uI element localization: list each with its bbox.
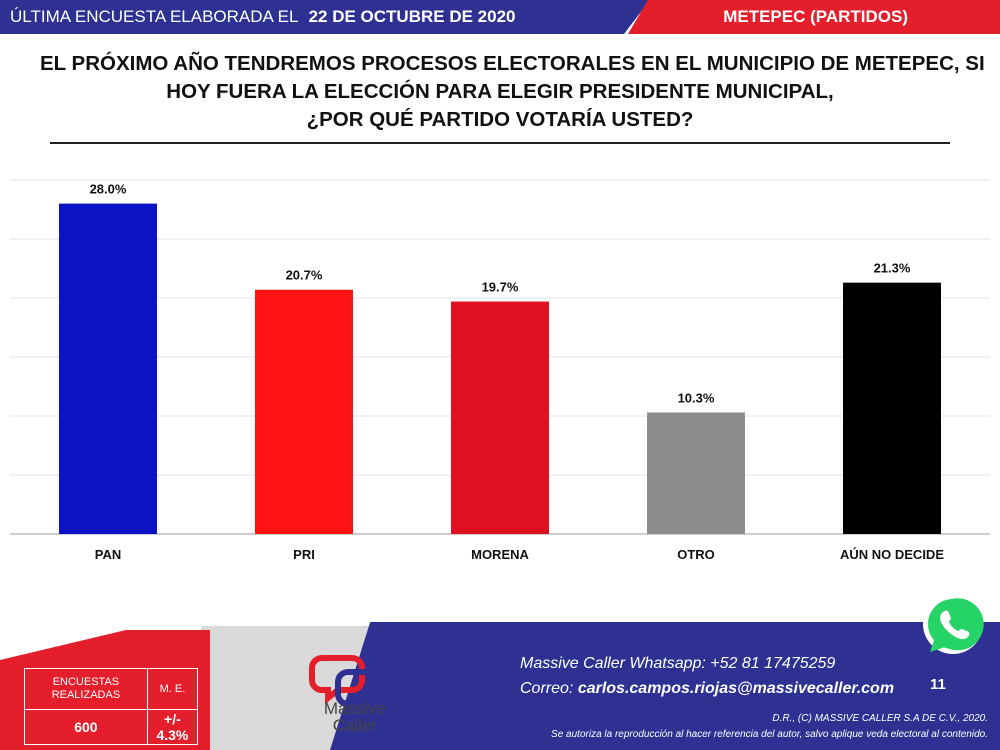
email-label: Correo: bbox=[520, 680, 574, 697]
footer-blue-band bbox=[330, 622, 1000, 750]
survey-label: ÚLTIMA ENCUESTA ELABORADA EL bbox=[10, 7, 298, 26]
question-line-2: HOY FUERA LA ELECCIÓN PARA ELEGIR PRESID… bbox=[166, 80, 834, 103]
category-label: OTRO bbox=[677, 547, 715, 562]
category-label: MORENA bbox=[471, 547, 529, 562]
question-divider bbox=[50, 142, 950, 144]
massive-caller-logo-icon bbox=[309, 655, 391, 719]
brand-name: Massive Caller bbox=[300, 700, 410, 734]
survey-date: 22 DE OCTUBRE DE 2020 bbox=[308, 7, 516, 26]
legal-line-1: D.R., (C) MASSIVE CALLER S.A DE C.V., 20… bbox=[772, 713, 988, 724]
contact-info: Massive Caller Whatsapp: +52 81 17475259… bbox=[520, 651, 894, 701]
data-label: 20.7% bbox=[286, 268, 323, 283]
bar-pri bbox=[255, 289, 353, 534]
section-title: METEPEC (PARTIDOS) bbox=[723, 7, 908, 26]
surveys-label: ENCUESTAS REALIZADAS bbox=[24, 668, 148, 710]
data-label: 19.7% bbox=[482, 280, 519, 295]
bar-chart: 28.0% PAN 20.7% PRI 19.7% MORENA 10.3% OTRO 21.3… bbox=[10, 179, 990, 562]
email-address[interactable]: carlos.campos.riojas@massivecaller.com bbox=[577, 680, 895, 697]
data-label: 21.3% bbox=[874, 261, 911, 276]
header-bar: ÚLTIMA ENCUESTA ELABORADA EL 22 DE OCTUB… bbox=[0, 0, 1000, 34]
margin-error-value: +/- 4.3% bbox=[146, 709, 199, 745]
bar-a-n-no-decide bbox=[843, 282, 941, 534]
survey-question: EL PRÓXIMO AÑO TENDREMOS PROCESOS ELECTO… bbox=[40, 50, 985, 134]
legal-line-2: Se autoriza la reproducción al hacer ref… bbox=[551, 729, 988, 740]
bar-morena bbox=[451, 301, 549, 534]
category-label: PRI bbox=[293, 547, 315, 562]
bar-pan bbox=[59, 203, 157, 534]
margin-error-label: M. E. bbox=[146, 668, 199, 710]
survey-date-line: ÚLTIMA ENCUESTA ELABORADA EL 22 DE OCTUB… bbox=[10, 0, 515, 34]
header-blue-band bbox=[0, 0, 650, 34]
question-line-3: ¿POR QUÉ PARTIDO VOTARÍA USTED? bbox=[306, 108, 694, 131]
brand-name-line-1: Massive bbox=[323, 699, 387, 718]
brand-name-line-2: Caller bbox=[332, 716, 378, 735]
header-red-band bbox=[628, 0, 1000, 34]
whatsapp-icon[interactable] bbox=[918, 590, 988, 660]
data-label: 10.3% bbox=[678, 390, 715, 405]
page-number: 11 bbox=[930, 676, 946, 693]
surveys-value: 600 bbox=[24, 709, 148, 745]
legal-notice: D.R., (C) MASSIVE CALLER S.A DE C.V., 20… bbox=[551, 711, 988, 743]
question-line-1: EL PRÓXIMO AÑO TENDREMOS PROCESOS ELECTO… bbox=[40, 52, 985, 75]
category-label: AÚN NO DECIDE bbox=[840, 547, 944, 562]
whatsapp-line: Massive Caller Whatsapp: +52 81 17475259 bbox=[520, 651, 894, 676]
bar-otro bbox=[647, 412, 745, 534]
survey-stats-table: ENCUESTAS REALIZADAS M. E. 600 +/- 4.3% bbox=[24, 668, 199, 745]
category-label: PAN bbox=[95, 547, 121, 562]
data-label: 28.0% bbox=[90, 182, 127, 197]
email-line: Correo: carlos.campos.riojas@massivecall… bbox=[520, 676, 894, 701]
whatsapp-number[interactable]: +52 81 17475259 bbox=[710, 655, 836, 672]
whatsapp-label: Massive Caller Whatsapp: bbox=[520, 655, 706, 672]
